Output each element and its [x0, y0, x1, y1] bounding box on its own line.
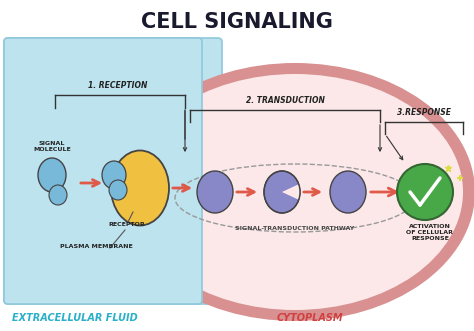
Ellipse shape	[264, 171, 300, 213]
Ellipse shape	[102, 161, 126, 189]
FancyBboxPatch shape	[4, 38, 222, 304]
FancyBboxPatch shape	[4, 38, 202, 304]
Ellipse shape	[109, 180, 127, 200]
Circle shape	[397, 164, 453, 220]
Text: 1. RECEPTION: 1. RECEPTION	[88, 81, 148, 90]
Ellipse shape	[330, 171, 366, 213]
Text: RECEPTOR: RECEPTOR	[108, 222, 145, 227]
Text: SIGNAL-TRANSDUCTION PATHWAY: SIGNAL-TRANSDUCTION PATHWAY	[236, 226, 355, 231]
Text: 2. TRANSDUCTION: 2. TRANSDUCTION	[246, 96, 324, 105]
Text: PLASMA MEMBRANE: PLASMA MEMBRANE	[60, 244, 133, 249]
FancyArrowPatch shape	[387, 136, 403, 160]
Ellipse shape	[127, 74, 463, 310]
Ellipse shape	[111, 151, 169, 225]
Text: SIGNAL
MOLECULE: SIGNAL MOLECULE	[33, 141, 71, 152]
FancyArrowPatch shape	[183, 110, 187, 151]
Wedge shape	[282, 184, 300, 200]
Ellipse shape	[49, 185, 67, 205]
FancyArrowPatch shape	[378, 125, 382, 151]
Text: CELL SIGNALING: CELL SIGNALING	[141, 12, 333, 32]
Text: ACTIVATION
OF CELLULAR
RESPONSE: ACTIVATION OF CELLULAR RESPONSE	[407, 224, 454, 241]
Ellipse shape	[115, 63, 474, 321]
Text: CYTOPLASM: CYTOPLASM	[277, 313, 343, 323]
Ellipse shape	[197, 171, 233, 213]
Text: EXTRACELLULAR FLUID: EXTRACELLULAR FLUID	[12, 313, 138, 323]
Ellipse shape	[38, 158, 66, 192]
Text: 3.RESPONSE: 3.RESPONSE	[397, 108, 451, 117]
